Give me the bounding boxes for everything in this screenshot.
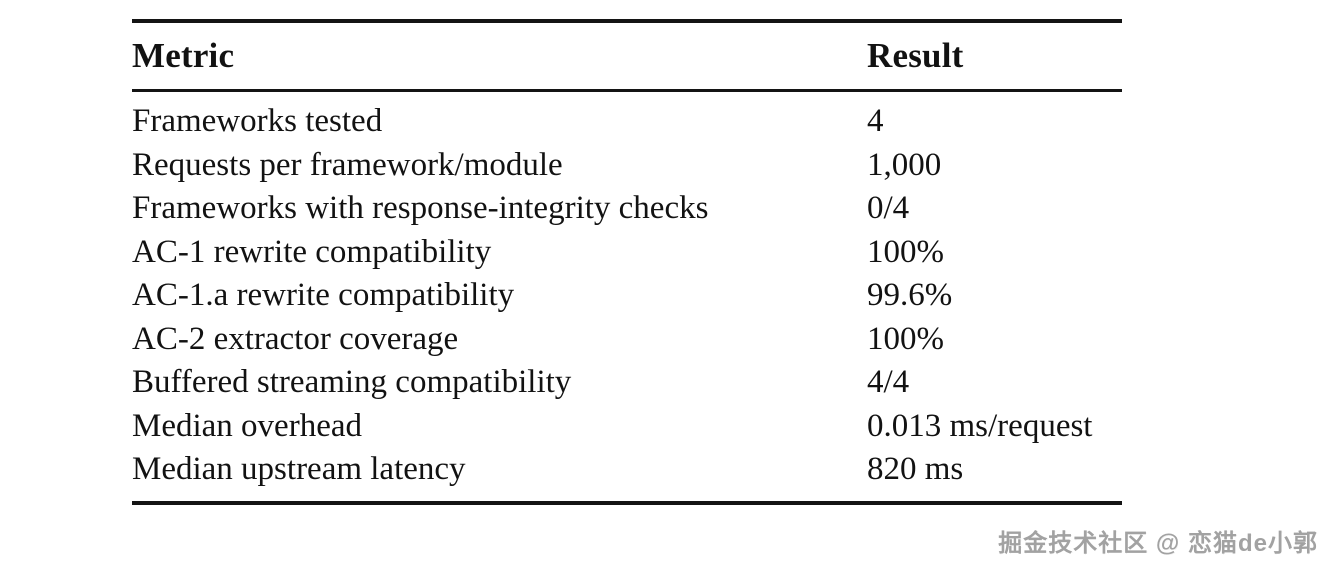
table-row: Buffered streaming compatibility 4/4	[132, 361, 1122, 405]
results-table: Metric Result Frameworks tested 4 Reques…	[132, 19, 1122, 505]
metric-cell: Buffered streaming compatibility	[132, 364, 572, 401]
metric-cell: Median upstream latency	[132, 451, 466, 488]
table-row: Median overhead 0.013 ms/request	[132, 405, 1122, 449]
table-row: AC-2 extractor coverage 100%	[132, 318, 1122, 362]
table-body: Frameworks tested 4 Requests per framewo…	[132, 92, 1122, 501]
table-row: AC-1.a rewrite compatibility 99.6%	[132, 274, 1122, 318]
metric-cell: AC-1.a rewrite compatibility	[132, 277, 515, 314]
watermark: 掘金技术社区 @ 恋猫de小郭	[998, 530, 1318, 557]
result-cell: 0/4	[867, 190, 910, 227]
table-row: Requests per framework/module 1,000	[132, 144, 1122, 188]
table-row: AC-1 rewrite compatibility 100%	[132, 231, 1122, 275]
metric-column-header: Metric	[132, 36, 235, 75]
table-header-row: Metric Result	[132, 23, 1122, 89]
metric-cell: AC-1 rewrite compatibility	[132, 233, 492, 270]
table-row: Frameworks with response-integrity check…	[132, 187, 1122, 231]
result-cell: 100%	[867, 320, 944, 357]
result-cell: 1,000	[867, 146, 942, 183]
result-cell: 820 ms	[867, 451, 964, 488]
table-mid-rule	[132, 89, 1122, 92]
metric-cell: Frameworks with response-integrity check…	[132, 190, 709, 227]
result-cell: 0.013 ms/request	[867, 407, 1093, 444]
table-row: Median upstream latency 820 ms	[132, 448, 1122, 492]
table-row: Frameworks tested 4	[132, 100, 1122, 144]
table-bottom-rule	[132, 500, 1122, 505]
result-cell: 99.6%	[867, 277, 953, 314]
metric-cell: AC-2 extractor coverage	[132, 320, 459, 357]
table-top-rule	[132, 19, 1122, 23]
metric-cell: Requests per framework/module	[132, 146, 563, 183]
metric-cell: Median overhead	[132, 407, 362, 444]
result-column-header: Result	[867, 36, 964, 75]
metric-cell: Frameworks tested	[132, 103, 383, 140]
result-cell: 4/4	[867, 364, 910, 401]
result-cell: 4	[867, 103, 884, 140]
result-cell: 100%	[867, 233, 944, 270]
